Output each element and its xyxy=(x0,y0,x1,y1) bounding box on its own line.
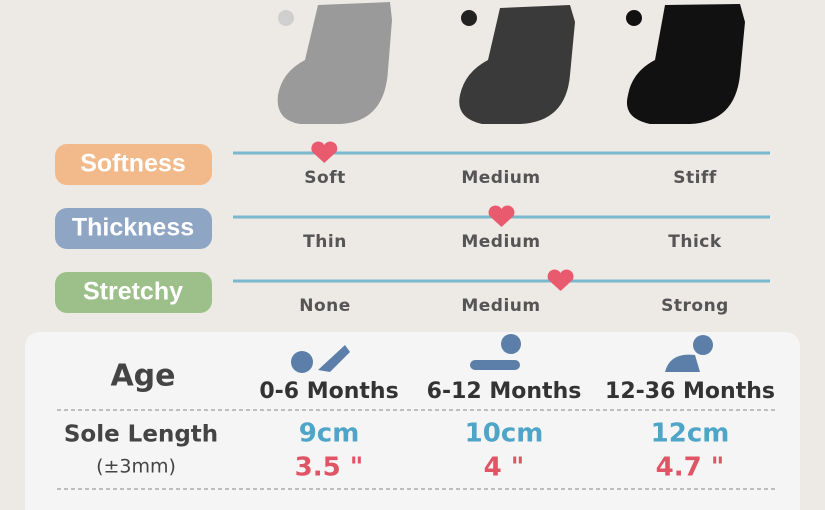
rating-pill xyxy=(55,272,212,313)
sock-dark xyxy=(459,5,575,124)
sock-black xyxy=(626,4,745,124)
baby-icons xyxy=(291,334,713,373)
rating-label: Thickness xyxy=(72,214,194,242)
sock-gray xyxy=(277,2,392,124)
baby-icon xyxy=(665,354,700,372)
baby-icon xyxy=(470,360,520,370)
color-dot xyxy=(626,10,642,26)
rating-label: Softness xyxy=(80,150,186,178)
rating-level: Thin xyxy=(303,232,347,252)
rating-pill xyxy=(55,208,212,249)
baby-icon xyxy=(291,351,313,373)
sock-colors xyxy=(277,2,745,124)
rating-level: Strong xyxy=(661,296,729,316)
rating-label: Stretchy xyxy=(83,278,183,306)
baby-icon xyxy=(318,345,350,372)
sole-note: (±3mm) xyxy=(96,456,176,478)
rating-heart xyxy=(311,141,338,163)
size-card xyxy=(25,332,800,510)
age-range: 0-6 Months xyxy=(259,379,398,404)
age-label: Age xyxy=(110,359,175,394)
age-range: 6-12 Months xyxy=(427,379,582,404)
rating-level: Medium xyxy=(461,296,540,316)
rating-level: Thick xyxy=(668,232,722,252)
color-dot xyxy=(278,10,294,26)
rating-pill xyxy=(55,144,212,185)
baby-icon xyxy=(693,335,713,355)
rating-level: Medium xyxy=(461,232,540,252)
age-range: 12-36 Months xyxy=(605,379,775,404)
sole-cm: 10cm xyxy=(465,419,544,449)
baby-icon xyxy=(501,334,521,354)
sole-cm: 12cm xyxy=(651,419,730,449)
sole-inch: 4.7 " xyxy=(656,453,725,483)
ratings: Softness Soft Medium Stiff Thickness Thin Medi… xyxy=(55,141,770,316)
sole-label: Sole Length xyxy=(64,422,218,448)
rating-level: None xyxy=(299,296,351,316)
sole-inch: 3.5 " xyxy=(295,453,364,483)
size-columns: 0-6 Months 9cm 3.5 " 6-12 Months 10cm 4 " 12-3… xyxy=(259,379,775,483)
rating-level: Medium xyxy=(461,168,540,188)
color-dot xyxy=(461,10,477,26)
rating-heart xyxy=(488,205,515,227)
rating-heart xyxy=(547,269,574,291)
sole-inch: 4 " xyxy=(484,453,525,483)
rating-level: Stiff xyxy=(673,168,717,188)
sole-cm: 9cm xyxy=(299,419,360,449)
rating-level: Soft xyxy=(304,168,345,188)
